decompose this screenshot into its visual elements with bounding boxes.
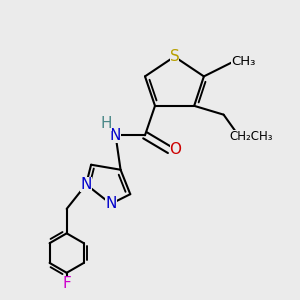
Text: O: O: [169, 142, 181, 158]
Text: N: N: [80, 177, 92, 192]
Text: S: S: [169, 49, 179, 64]
Text: CH₃: CH₃: [231, 55, 255, 68]
Text: H: H: [101, 116, 112, 131]
Text: F: F: [62, 276, 71, 291]
Text: N: N: [105, 196, 116, 211]
Text: N: N: [110, 128, 121, 143]
Text: CH₂CH₃: CH₂CH₃: [230, 130, 273, 143]
